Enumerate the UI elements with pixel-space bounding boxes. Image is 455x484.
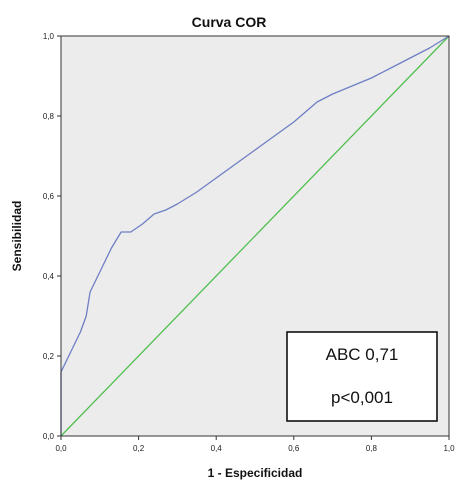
annotation-frame: [286, 331, 438, 422]
y-tick-label: 0,2: [43, 352, 55, 361]
chart-title: Curva COR: [192, 14, 267, 30]
y-axis-ticks: 0,0 0,2 0,4 0,6 0,8 1,0: [43, 32, 61, 441]
y-tick-label: 0,0: [43, 432, 55, 441]
series-layer: [60, 35, 450, 437]
x-tick-label: 0,0: [55, 444, 67, 453]
p-value-label: p<0,001: [331, 388, 393, 407]
y-tick-label: 1,0: [43, 32, 55, 41]
x-axis-title: 1 - Especificidad: [208, 466, 303, 480]
x-tick-label: 0,4: [211, 444, 223, 453]
y-tick-label: 0,8: [43, 112, 55, 121]
y-tick-label: 0,6: [43, 192, 55, 201]
auc-label: ABC 0,71: [326, 345, 399, 364]
x-tick-label: 0,6: [288, 444, 300, 453]
x-tick-label: 1,0: [443, 444, 455, 453]
x-tick-label: 0,8: [366, 444, 378, 453]
y-axis-title: Sensibilidad: [10, 201, 24, 272]
x-tick-label: 0,2: [133, 444, 145, 453]
roc-curve: [60, 35, 450, 436]
x-axis-ticks: 0,0 0,2 0,4 0,6 0,8 1,0: [55, 436, 455, 453]
y-tick-label: 0,4: [43, 272, 55, 281]
plot-frame: [60, 35, 450, 437]
reference-line: [60, 35, 450, 437]
annotation-box: ABC 0,71 p<0,001: [286, 331, 438, 422]
